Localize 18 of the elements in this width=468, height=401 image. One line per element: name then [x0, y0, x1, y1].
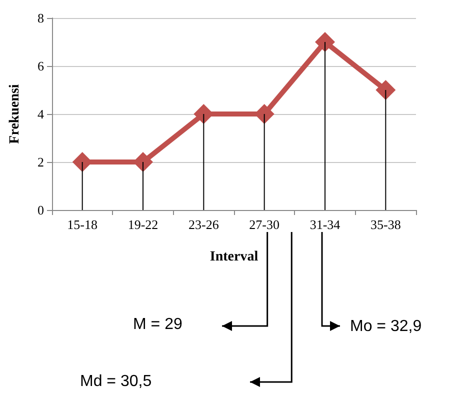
- x-tick-label: 23-26: [188, 217, 220, 232]
- x-tick-label: 27-30: [249, 217, 280, 232]
- point: [376, 80, 396, 100]
- point: [315, 32, 335, 52]
- x-tick-label: 19-22: [128, 217, 158, 232]
- x-tick-label: 35-38: [370, 217, 401, 232]
- y-tick-label: 8: [38, 10, 44, 26]
- x-tick-label: 31-34: [310, 217, 341, 232]
- y-tick-label: 0: [38, 202, 44, 218]
- y-tick-label: 2: [38, 154, 44, 170]
- y-tick-label: 6: [38, 58, 44, 74]
- x-axis-title: Interval: [210, 250, 258, 264]
- text: Md = 30,5: [80, 373, 152, 391]
- text: M = 29: [133, 316, 182, 334]
- x-tick-label: 15-18: [67, 217, 98, 232]
- text: Mo = 32,9: [350, 318, 422, 336]
- y-tick-label: 4: [38, 106, 44, 122]
- y-axis-title: Frekuensi: [8, 84, 22, 144]
